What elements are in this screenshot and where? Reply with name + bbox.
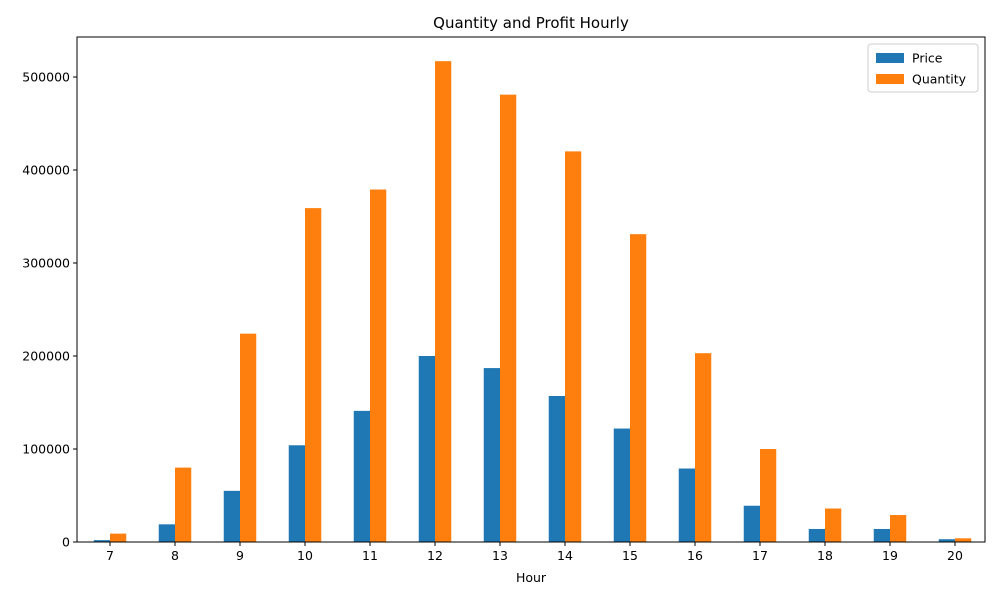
plot-frame [76,36,986,543]
bar-quantity-7 [110,533,127,542]
x-axis-label: Hour [516,570,547,585]
x-tick-label: 16 [687,548,703,563]
y-tick-label: 100000 [22,441,70,456]
bars-layer [93,61,972,543]
bar-quantity-15 [630,234,647,542]
x-tick-label: 18 [817,548,833,563]
bar-price-7 [93,540,110,542]
bar-quantity-8 [175,467,192,542]
bar-quantity-9 [240,333,257,542]
x-tick-label: 11 [362,548,378,563]
bar-quantity-13 [500,94,517,543]
x-tick-label: 7 [106,548,114,563]
x-tick-label: 20 [947,548,963,563]
bar-quantity-19 [890,515,907,542]
bar-price-10 [288,445,305,542]
legend-swatch-quantity [876,74,904,84]
x-tick-label: 8 [171,548,179,563]
bar-price-11 [353,410,370,542]
bar-quantity-20 [955,538,972,542]
x-axis: 7 8 9 10 11 12 13 14 15 16 17 18 19 20 [106,542,963,563]
bar-quantity-12 [435,61,452,542]
legend-label-quantity: Quantity [912,72,967,87]
chart-title: Quantity and Profit Hourly [433,14,629,32]
y-tick-label: 400000 [22,162,70,177]
bar-quantity-16 [695,353,712,542]
x-tick-label: 9 [236,548,244,563]
x-tick-label: 15 [622,548,638,563]
legend: Price Quantity [867,43,979,93]
bar-quantity-11 [370,189,387,543]
x-tick-label: 12 [427,548,443,563]
bar-quantity-14 [565,151,582,542]
y-tick-label: 200000 [22,348,70,363]
bar-quantity-10 [305,208,322,542]
x-tick-label: 17 [752,548,768,563]
legend-swatch-price [876,53,904,63]
x-tick-label: 13 [492,548,508,563]
bar-price-16 [678,468,695,542]
y-tick-label: 300000 [22,255,70,270]
bar-price-8 [158,524,175,542]
x-tick-label: 19 [882,548,898,563]
bar-quantity-18 [825,508,842,542]
bar-price-20 [938,539,955,542]
x-tick-label: 14 [557,548,573,563]
bar-price-18 [808,528,825,542]
bar-price-12 [418,355,435,542]
bar-price-14 [548,395,565,542]
bar-price-9 [223,490,240,542]
x-tick-label: 10 [297,548,313,563]
y-axis: 0 100000 200000 300000 400000 500000 [22,69,77,550]
y-tick-label: 500000 [22,69,70,84]
bar-price-17 [743,505,760,542]
bar-quantity-17 [760,448,777,542]
legend-label-price: Price [912,51,943,66]
bar-price-19 [873,528,890,542]
y-tick-label: 0 [62,535,70,550]
bar-price-13 [483,368,500,542]
bar-price-15 [613,428,630,542]
